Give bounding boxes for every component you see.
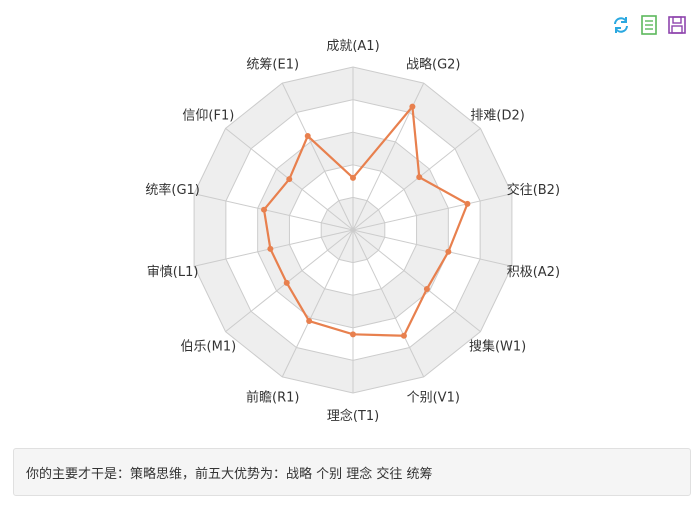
axis-spoke [352, 229, 425, 378]
axis-label: 理念(T1) [327, 408, 379, 424]
axis-spoke [352, 127, 481, 231]
axis-label: 战略(G2) [406, 56, 461, 72]
axis-label: 信仰(F1) [182, 109, 234, 124]
axis-label: 统率(G1) [145, 182, 200, 198]
data-point [464, 200, 471, 207]
axis-label: 审慎(L1) [147, 265, 199, 280]
axis-label: 积极(A2) [507, 265, 560, 280]
data-point [267, 245, 274, 252]
axis-label: 成就(A1) [326, 39, 379, 54]
toolbar [610, 14, 688, 36]
axis-spoke [352, 193, 513, 231]
data-point [423, 285, 430, 292]
axis-label: 交往(B2) [507, 182, 560, 198]
axis-label: 个别(V1) [407, 391, 460, 406]
data-point [283, 279, 290, 286]
axis-spoke [352, 229, 481, 333]
summary-box: 你的主要才干是：策略思维，前五大优势为：战略 个别 理念 交往 统筹 [13, 448, 691, 496]
data-point [350, 331, 356, 338]
data-point [445, 248, 452, 255]
data-point [261, 206, 268, 213]
summary-text: 你的主要才干是：策略思维，前五大优势为：战略 个别 理念 交往 统筹 [26, 466, 433, 482]
axis-spoke [193, 193, 354, 231]
axis-spoke [281, 229, 354, 378]
axis-label: 统筹(E1) [246, 56, 299, 72]
axis-label: 排难(D2) [470, 109, 524, 124]
axis-label: 搜集(W1) [469, 338, 526, 354]
axis-label: 前瞻(R1) [246, 390, 299, 406]
axis-label: 伯乐(M1) [181, 339, 237, 354]
axis-spoke [193, 229, 354, 267]
data-point [286, 176, 293, 183]
axis-spoke [352, 229, 513, 267]
save-image-icon[interactable] [666, 14, 688, 36]
data-point [350, 174, 356, 181]
data-view-icon[interactable] [638, 14, 660, 36]
axis-spoke [281, 82, 354, 231]
axis-spoke [225, 229, 354, 333]
data-point [409, 103, 416, 110]
data-point [400, 332, 407, 339]
data-point [416, 174, 423, 181]
radar-chart: 成就(A1) 战略(G2) 排难(D2) 交往(B2) 积极(A2) 搜集(W1) 个别(V… [145, 39, 560, 424]
data-point [304, 133, 311, 140]
data-point [306, 318, 313, 325]
refresh-icon[interactable] [610, 14, 632, 36]
